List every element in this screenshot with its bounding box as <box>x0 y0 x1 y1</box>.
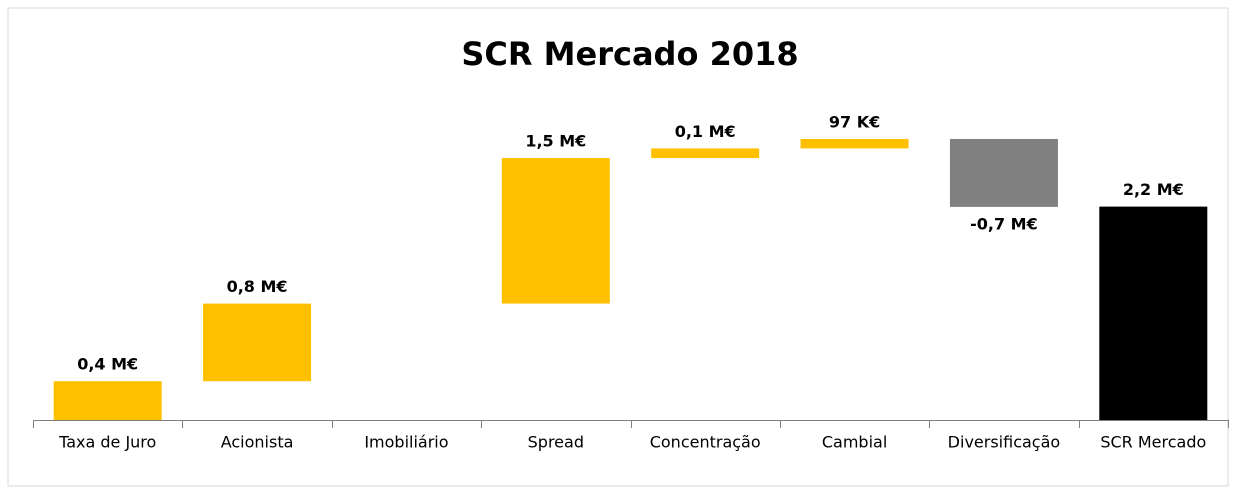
bar <box>53 381 162 420</box>
chart-title: SCR Mercado 2018 <box>461 35 798 73</box>
x-tick-label: Cambial <box>822 433 887 452</box>
x-tick-label: Imobiliário <box>364 433 448 452</box>
bar <box>800 138 909 149</box>
data-label: 0,8 M€ <box>227 277 288 296</box>
x-tick-label: Taxa de Juro <box>58 433 156 452</box>
bar <box>949 138 1058 207</box>
x-tick-label: Concentração <box>650 433 761 452</box>
bar <box>203 303 312 382</box>
data-label: 1,5 M€ <box>525 132 586 151</box>
data-label: 2,2 M€ <box>1123 180 1184 199</box>
bar <box>501 158 610 304</box>
x-tick-label: Spread <box>528 433 584 452</box>
data-label: -0,7 M€ <box>970 214 1038 233</box>
bar <box>651 148 760 159</box>
data-label: 97 K€ <box>829 112 880 131</box>
bar <box>1099 206 1208 420</box>
chart-frame <box>7 7 1229 487</box>
x-tick-label: Acionista <box>221 433 294 452</box>
data-label: 0,1 M€ <box>675 122 736 141</box>
x-tick-label: Diversificação <box>948 433 1061 452</box>
data-label: 0,4 M€ <box>77 355 138 374</box>
x-tick-label: SCR Mercado <box>1100 433 1206 452</box>
